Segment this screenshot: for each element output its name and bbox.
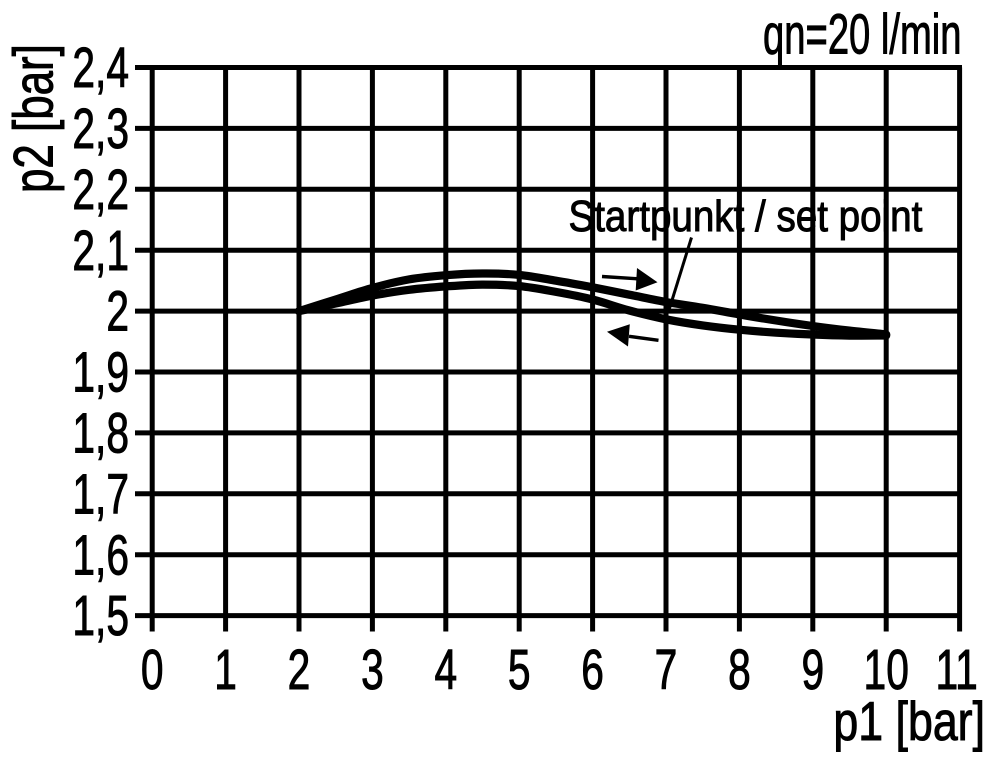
svg-text:4: 4 [434,638,457,701]
svg-text:1,8: 1,8 [72,402,129,465]
svg-text:2: 2 [106,280,129,343]
svg-text:qn=20 l/min: qn=20 l/min [763,3,961,66]
svg-text:10: 10 [864,638,909,701]
svg-text:0: 0 [141,638,164,701]
svg-text:1,9: 1,9 [72,341,129,404]
svg-text:6: 6 [581,638,604,701]
svg-text:2,3: 2,3 [72,97,129,160]
svg-text:5: 5 [508,638,531,701]
svg-text:Startpunkt / set point: Startpunkt / set point [568,192,922,241]
svg-text:7: 7 [655,638,678,701]
svg-text:8: 8 [728,638,751,701]
svg-text:p2 [bar]: p2 [bar] [3,44,65,193]
svg-text:2,2: 2,2 [72,158,129,221]
svg-text:1,6: 1,6 [72,524,129,587]
svg-text:3: 3 [361,638,384,701]
svg-text:p1 [bar]: p1 [bar] [833,691,985,752]
svg-text:9: 9 [801,638,824,701]
svg-text:2,1: 2,1 [72,219,129,282]
svg-text:1,5: 1,5 [72,585,129,648]
svg-text:2,4: 2,4 [72,36,129,99]
svg-text:1: 1 [214,638,237,701]
svg-text:1,7: 1,7 [72,463,129,526]
svg-text:11: 11 [935,638,977,701]
svg-text:2: 2 [288,638,311,701]
